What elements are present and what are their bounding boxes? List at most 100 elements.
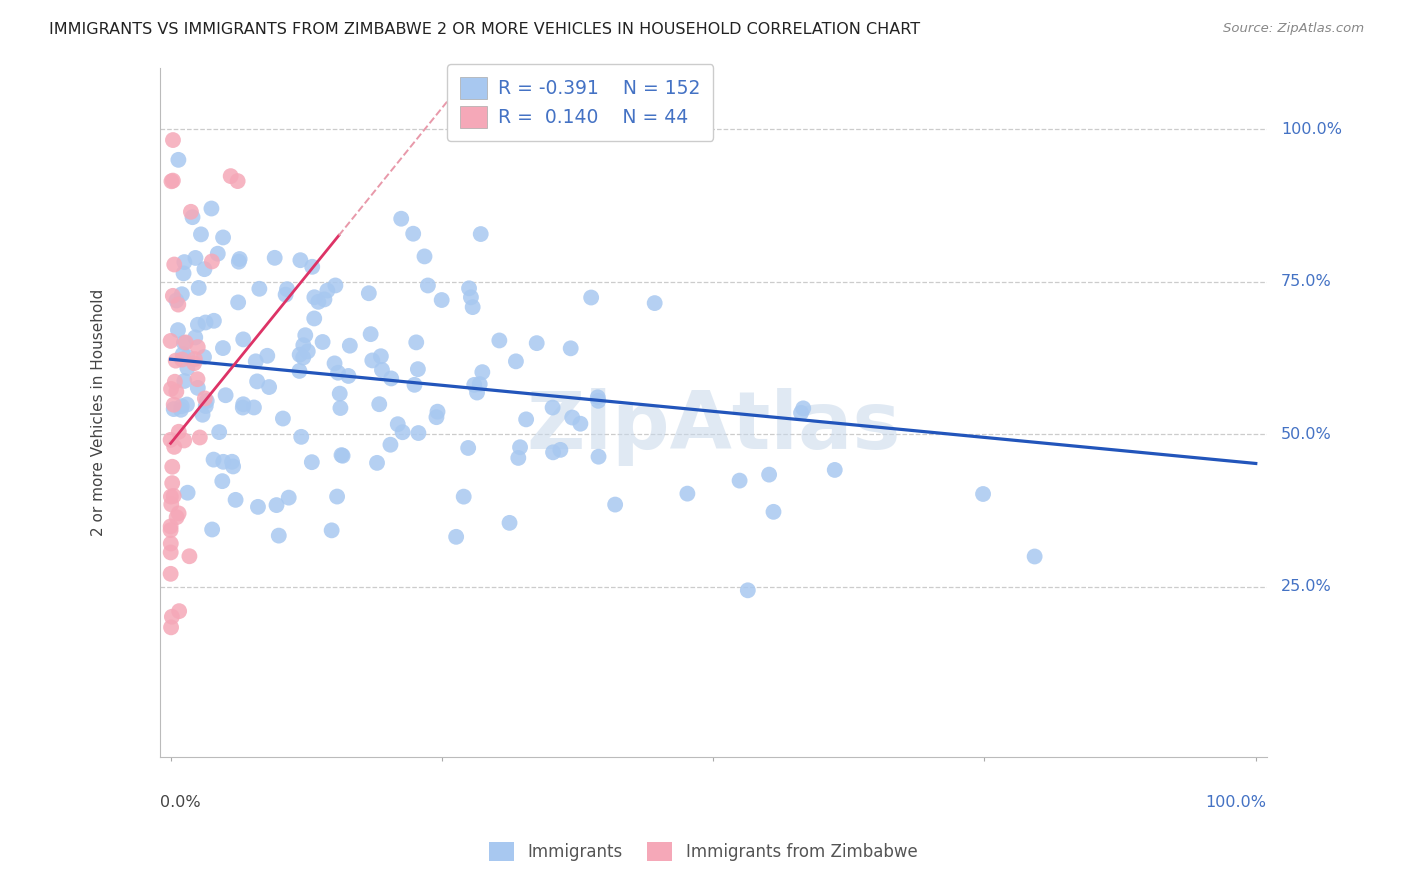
Point [508,450,530,465]
Point [294,328,316,343]
Point [416,278,439,293]
Point [165,353,187,368]
Point [222,459,245,474]
Point [337,368,360,383]
Point [323,356,346,370]
Point [170,399,193,413]
Point [676,486,699,500]
Point [173,266,195,280]
Text: 50.0%: 50.0% [1281,426,1331,442]
Point [187,381,209,395]
Point [159,536,181,550]
Point [728,474,751,488]
Point [194,392,217,406]
Point [181,210,204,224]
Point [498,516,520,530]
Point [588,450,610,464]
Point [561,410,583,425]
Point [488,334,510,348]
Point [329,386,352,401]
Point [329,401,352,415]
Point [173,434,195,448]
Point [468,377,491,392]
Point [160,476,183,491]
Point [163,489,186,503]
Point [368,397,391,411]
Point [190,227,212,242]
Legend: Immigrants, Immigrants from Zimbabwe: Immigrants, Immigrants from Zimbabwe [482,835,924,868]
Point [176,485,198,500]
Point [212,341,235,355]
Point [212,230,235,244]
Point [165,384,187,399]
Point [162,133,184,147]
Point [176,398,198,412]
Point [188,430,211,444]
Point [165,293,187,308]
Point [326,366,349,380]
Text: 0.0%: 0.0% [160,795,201,810]
Point [307,294,329,309]
Point [274,287,297,301]
Point [176,350,198,364]
Point [193,350,215,364]
Point [159,433,181,447]
Point [183,356,205,370]
Point [302,311,325,326]
Point [176,361,198,376]
Point [586,393,609,408]
Point [402,227,425,241]
Point [380,438,402,452]
Point [301,455,323,469]
Point [247,282,270,296]
Point [405,335,427,350]
Point [221,455,243,469]
Point [371,363,394,377]
Point [159,523,181,537]
Point [194,316,217,330]
Point [257,380,280,394]
Point [187,318,209,332]
Point [541,401,564,415]
Point [163,258,186,272]
Point [225,492,247,507]
Point [245,354,267,368]
Point [159,566,181,581]
Point [226,295,249,310]
Point [263,251,285,265]
Point [162,173,184,187]
Point [159,519,181,533]
Point [316,284,339,298]
Point [526,336,548,351]
Text: Source: ZipAtlas.com: Source: ZipAtlas.com [1223,22,1364,36]
Point [180,204,202,219]
Point [211,474,233,488]
Point [357,286,380,301]
Legend: R = -0.391    N = 152, R =  0.140    N = 44: R = -0.391 N = 152, R = 0.140 N = 44 [447,64,713,141]
Point [226,174,249,188]
Point [304,290,326,304]
Point [162,459,184,474]
Point [389,211,412,226]
Point [195,393,218,408]
Point [184,251,207,265]
Point [200,202,222,216]
Point [187,281,209,295]
Point [208,425,231,439]
Point [290,253,312,268]
Point [228,252,250,266]
Point [160,174,183,188]
Text: 100.0%: 100.0% [1281,122,1341,136]
Point [276,282,298,296]
Point [426,405,449,419]
Point [453,490,475,504]
Text: 25.0%: 25.0% [1281,579,1331,594]
Point [214,388,236,402]
Point [444,530,467,544]
Point [277,491,299,505]
Point [314,293,336,307]
Text: ZipAtlas: ZipAtlas [526,388,900,466]
Point [290,430,312,444]
Point [193,262,215,277]
Point [460,290,482,304]
